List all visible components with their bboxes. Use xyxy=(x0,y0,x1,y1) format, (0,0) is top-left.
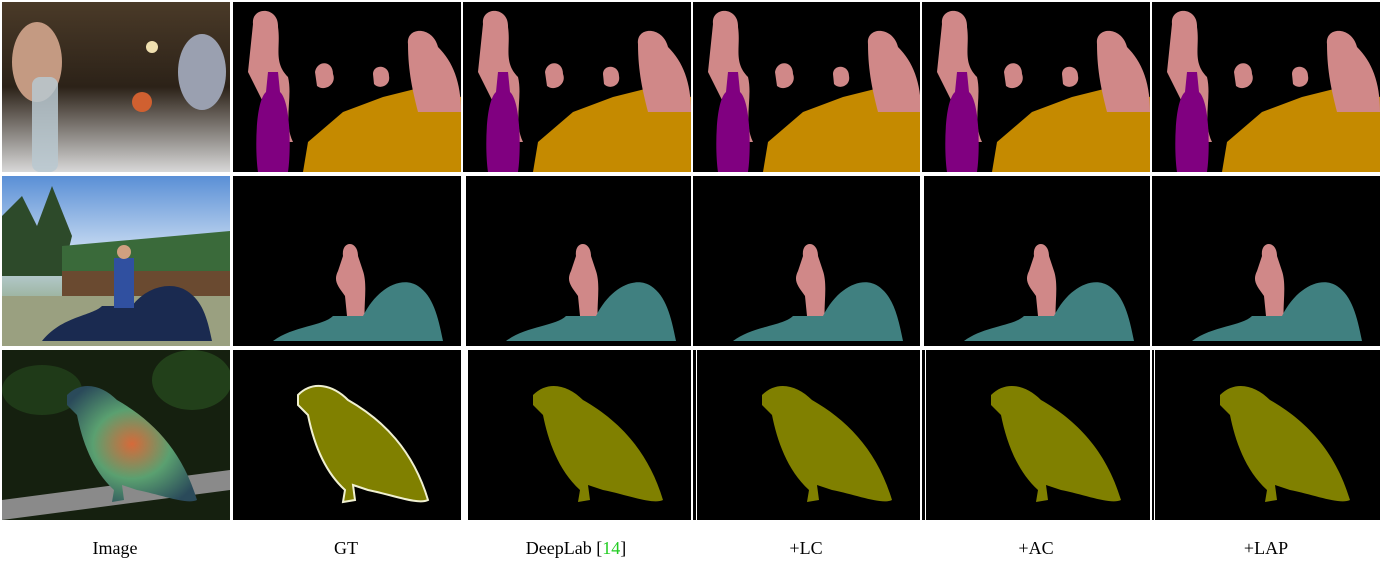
gt-row-3 xyxy=(233,350,461,520)
citation[interactable]: 14 xyxy=(602,538,620,558)
column-label-text: DeepLab [ xyxy=(526,538,602,558)
prediction-deeplab xyxy=(463,2,696,520)
column-label: +AC xyxy=(1018,538,1053,558)
figure: Image GT DeepLab [14] +LC +AC +LAP xyxy=(0,0,1383,568)
prediction-ac xyxy=(922,2,1154,520)
column-label: +LC xyxy=(789,538,822,558)
prediction-lc xyxy=(693,2,925,520)
page: {"columns": [ {"label": "Image"}, {"labe… xyxy=(0,0,1383,568)
column-label: Image xyxy=(93,538,138,558)
prediction-lap xyxy=(1152,2,1383,520)
photo-row-3 xyxy=(2,350,232,520)
photo-row-1 xyxy=(2,2,230,172)
column-label: GT xyxy=(334,538,358,558)
column-label: DeepLab [14] xyxy=(526,538,626,558)
photo-row-2 xyxy=(2,176,230,346)
gt-row-1 xyxy=(233,2,461,172)
column-label: +LAP xyxy=(1244,538,1288,558)
column-label-end: ] xyxy=(620,538,626,558)
gt-row-2 xyxy=(233,176,461,346)
